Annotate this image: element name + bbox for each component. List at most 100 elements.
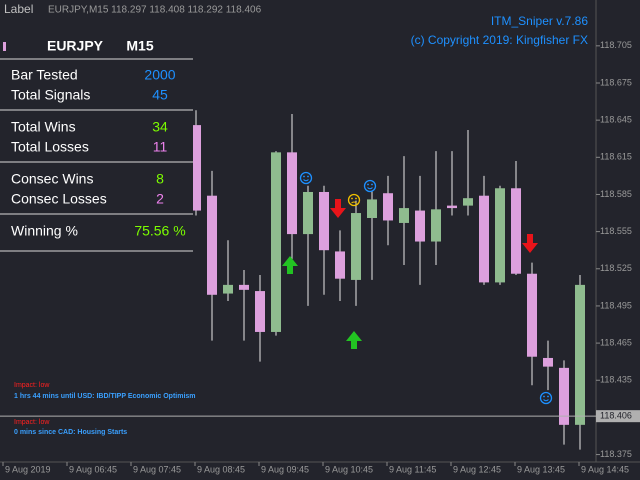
candle-body (543, 357, 553, 367)
current-price-label: 118.406 (600, 411, 632, 421)
smiley-eye (307, 175, 309, 178)
x-tick-label: 9 Aug 10:45 (325, 464, 373, 474)
stat-value: 45 (152, 87, 168, 103)
stat-value: 11 (153, 139, 168, 155)
candle-body (335, 251, 345, 279)
candle-body (479, 195, 489, 283)
stat-label: Winning % (11, 223, 78, 239)
smiley-mouth (543, 399, 549, 402)
y-tick-label: 118.375 (600, 449, 632, 459)
news-impact: Impact: low (14, 419, 50, 426)
y-tick-label: 118.465 (600, 337, 632, 347)
smiley-face (539, 391, 553, 405)
candle-body (239, 284, 249, 290)
candle-body (303, 191, 313, 235)
panel-symbol: EURJPY (47, 38, 104, 54)
signals (282, 199, 538, 349)
candle-body (351, 213, 361, 280)
y-tick-label: 118.555 (600, 226, 632, 236)
x-tick-label: 9 Aug 12:45 (453, 464, 501, 474)
news-text: 1 hrs 44 mins until USD: IBD/TIPP Econom… (14, 393, 196, 400)
news-impact: Impact: low (14, 382, 50, 389)
smiley-icon (539, 391, 553, 405)
smiley-eye (547, 395, 549, 398)
panel-timeframe: M15 (126, 38, 153, 54)
candle-body (527, 273, 537, 357)
stat-value: 8 (156, 171, 164, 187)
smiley-eye (543, 395, 545, 398)
candle-body (415, 210, 425, 242)
stat-label: Consec Losses (11, 191, 107, 207)
x-tick-label: 9 Aug 08:45 (197, 464, 245, 474)
candle-body (223, 284, 233, 294)
buy-arrow (346, 331, 362, 349)
stat-label: Total Wins (11, 119, 76, 135)
smiley-icon (347, 193, 361, 207)
x-tick-label: 9 Aug 13:45 (517, 464, 565, 474)
y-tick-label: 118.435 (600, 375, 632, 385)
smiley-icon (363, 179, 377, 193)
candle-body (287, 152, 297, 235)
label: Label (4, 2, 33, 16)
indicator-name: ITM_Sniper v.7.86 (491, 14, 588, 28)
smiley-face (299, 171, 313, 185)
plot-area: 118.375118.405118.435118.465118.495118.5… (0, 40, 640, 474)
candle-body (255, 291, 265, 332)
stat-label: Total Losses (11, 139, 89, 155)
y-tick-label: 118.525 (600, 263, 632, 273)
smiley-mouth (367, 187, 373, 190)
smiley-mouth (351, 201, 357, 204)
candle-body (319, 191, 329, 251)
smiley-eye (351, 197, 353, 200)
stat-value: 75.56 % (134, 223, 185, 239)
panel-marker (3, 42, 6, 51)
smiley-face (363, 179, 377, 193)
smiley-icon (299, 171, 313, 185)
candle-body (575, 284, 585, 425)
x-tick-label: 9 Aug 06:45 (69, 464, 117, 474)
current-price-box (596, 410, 640, 423)
smiley-eye (371, 183, 373, 186)
stat-value: 2 (156, 191, 164, 207)
smiley-eye (367, 183, 369, 186)
y-tick-label: 118.495 (600, 300, 632, 310)
candle-body (511, 188, 521, 274)
sell-arrow (522, 234, 538, 253)
sell-arrow (330, 199, 346, 218)
y-tick-label: 118.675 (600, 77, 632, 87)
x-tick-label: 9 Aug 07:45 (133, 464, 181, 474)
x-tick-label: 9 Aug 14:45 (581, 464, 629, 474)
y-tick-label: 118.645 (600, 115, 632, 125)
x-tick-label: 9 Aug 09:45 (261, 464, 309, 474)
candle-body (559, 367, 569, 425)
indicator-copyright: (c) Copyright 2019: Kingfisher FX (411, 33, 588, 47)
smiley-mouth (303, 179, 309, 182)
x-tick-label: 9 Aug 11:45 (389, 464, 436, 474)
stat-label: Bar Tested (11, 67, 78, 83)
candle-body (399, 208, 409, 223)
news-text: 0 mins since CAD: Housing Starts (14, 429, 127, 436)
y-tick-label: 118.615 (600, 152, 632, 162)
candle-body (271, 152, 281, 332)
candle-body (367, 199, 377, 218)
symbol-info: EURJPY,M15 118.297 118.408 118.292 118.4… (48, 5, 262, 16)
smiley-face (347, 193, 361, 207)
smiley-eye (355, 197, 357, 200)
candle-body (463, 198, 473, 206)
y-tick-label: 118.585 (600, 189, 632, 199)
candle-body (191, 125, 201, 211)
stat-label: Consec Wins (11, 171, 93, 187)
stats-panel: EURJPY M15 Bar Tested 2000 Total Signals 45… (0, 14, 193, 254)
smiley-eye (303, 175, 305, 178)
stat-value: 2000 (144, 67, 175, 83)
candle-body (383, 193, 393, 221)
buy-arrow (282, 256, 298, 274)
y-tick-label: 118.705 (600, 40, 632, 50)
stat-label: Total Signals (11, 87, 90, 103)
candle-body (447, 205, 457, 209)
candle-body (431, 209, 441, 242)
stat-value: 34 (152, 119, 168, 135)
candle-body (495, 188, 505, 283)
candle-body (207, 195, 217, 295)
